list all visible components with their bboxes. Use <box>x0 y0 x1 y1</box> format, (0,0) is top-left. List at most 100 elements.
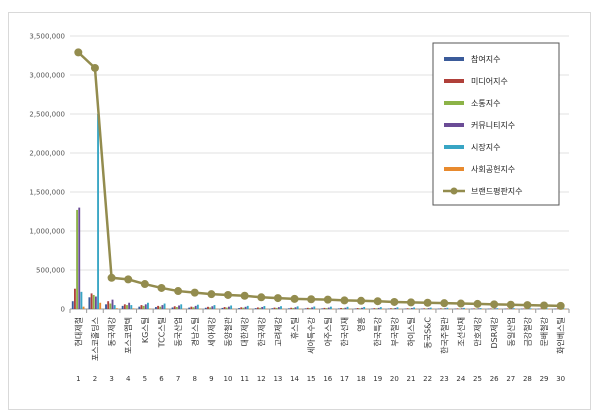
y-tick-label: 0 <box>61 306 65 314</box>
bar-시장지수 <box>562 308 565 309</box>
bar-참여지수 <box>188 307 191 309</box>
legend-label: 미디어지수 <box>471 76 508 86</box>
bar-커뮤니티지수 <box>361 307 363 309</box>
point-브랜드평판지수 <box>290 294 299 303</box>
legend-label: 시장지수 <box>471 142 500 152</box>
bar-사회공헌지수 <box>498 308 501 310</box>
category-index: 1 <box>76 375 80 383</box>
bar-미디어지수 <box>107 301 110 309</box>
bar-시장지수 <box>280 306 282 309</box>
bar-시장지수 <box>163 303 166 309</box>
category-index: 11 <box>240 375 249 383</box>
category-index: 22 <box>423 375 432 383</box>
bar-시장지수 <box>97 114 99 309</box>
y-tick-label: 3,000,000 <box>29 72 65 80</box>
bar-참여지수 <box>238 308 241 309</box>
legend-swatch <box>444 167 464 171</box>
bar-커뮤니티지수 <box>444 308 447 309</box>
category-index: 14 <box>290 375 299 383</box>
bar-사회공헌지수 <box>282 308 285 310</box>
bar-커뮤니티지수 <box>211 306 214 309</box>
point-브랜드평판지수 <box>240 291 249 300</box>
bar-커뮤니티지수 <box>394 307 397 309</box>
category-label: 동일산업 <box>506 317 516 346</box>
bar-미디어지수 <box>473 308 476 309</box>
bar-커뮤니티지수 <box>78 207 81 309</box>
bar-사회공헌지수 <box>481 308 484 310</box>
bar-참여지수 <box>537 308 540 310</box>
bar-참여지수 <box>387 308 390 310</box>
point-브랜드평판지수 <box>357 296 366 305</box>
bar-커뮤니티지수 <box>161 305 164 309</box>
bar-사회공헌지수 <box>465 308 468 310</box>
category-index: 15 <box>307 375 316 383</box>
bar-사회공헌지수 <box>182 308 185 310</box>
bar-미디어지수 <box>190 306 193 309</box>
bar-소통지수 <box>425 308 428 309</box>
bar-시장지수 <box>230 305 233 309</box>
bar-사회공헌지수 <box>382 308 384 310</box>
bar-참여지수 <box>321 308 324 309</box>
bar-사회공헌지수 <box>248 308 251 310</box>
category-label: 동양철관 <box>223 316 233 346</box>
bar-커뮤니티지수 <box>460 308 463 309</box>
point-브랜드평판지수 <box>473 299 482 308</box>
bar-시장지수 <box>246 305 249 309</box>
bar-참여지수 <box>520 308 523 310</box>
bar-참여지수 <box>71 301 74 309</box>
bar-참여지수 <box>487 308 490 310</box>
category-label: KG스틸 <box>140 317 150 343</box>
bar-커뮤니티지수 <box>477 308 480 309</box>
point-브랜드평판지수 <box>523 301 532 310</box>
bar-커뮤니티지수 <box>244 306 247 309</box>
bar-커뮤니티지수 <box>111 299 114 309</box>
bar-사회공헌지수 <box>82 306 85 309</box>
point-브랜드평판지수 <box>90 63 99 72</box>
bar-미디어지수 <box>456 308 459 309</box>
bar-소통지수 <box>491 308 494 310</box>
bar-미디어지수 <box>256 307 259 309</box>
bar-소통지수 <box>92 294 95 309</box>
bar-참여지수 <box>171 307 174 309</box>
bar-참여지수 <box>288 308 290 309</box>
category-label: 포스코엠텍 <box>123 317 133 354</box>
legend-label: 커뮤니티지수 <box>471 120 515 130</box>
bar-참여지수 <box>371 308 374 309</box>
category-label: 조선선재 <box>457 317 466 346</box>
bar-사회공헌지수 <box>165 308 168 310</box>
bar-미디어지수 <box>173 306 176 309</box>
point-브랜드평판지수 <box>207 290 216 299</box>
legend-label: 브랜드평판지수 <box>471 186 523 196</box>
bar-소통지수 <box>325 308 328 309</box>
category-index: 9 <box>209 375 213 383</box>
bar-커뮤니티지수 <box>94 296 97 309</box>
bar-미디어지수 <box>323 307 326 309</box>
point-브랜드평판지수 <box>190 288 199 297</box>
bar-시장지수 <box>213 305 216 309</box>
bar-참여지수 <box>337 308 340 309</box>
bar-미디어지수 <box>340 307 342 309</box>
bar-참여지수 <box>404 308 407 310</box>
category-label: 금강철강 <box>522 316 532 346</box>
bar-시장지수 <box>529 308 532 309</box>
bar-커뮤니티지수 <box>144 304 147 309</box>
bar-참여지수 <box>254 308 257 309</box>
bar-시장지수 <box>196 304 199 309</box>
bar-사회공헌지수 <box>115 308 118 309</box>
category-index: 7 <box>176 375 180 383</box>
bar-미디어지수 <box>273 307 276 309</box>
bar-참여지수 <box>454 308 457 310</box>
bar-미디어지수 <box>306 307 309 309</box>
bar-사회공헌지수 <box>315 308 318 310</box>
bar-소통지수 <box>392 308 395 309</box>
bar-시장지수 <box>313 306 316 309</box>
category-index: 19 <box>373 375 382 383</box>
bar-소통지수 <box>408 308 411 309</box>
bar-소통지수 <box>358 308 361 309</box>
bar-사회공헌지수 <box>348 308 351 310</box>
category-label: 문배철강 <box>539 316 549 346</box>
bar-시장지수 <box>546 308 549 309</box>
point-브랜드평판지수 <box>74 48 83 57</box>
bar-미디어지수 <box>523 308 525 309</box>
bar-커뮤니티지수 <box>128 302 131 309</box>
